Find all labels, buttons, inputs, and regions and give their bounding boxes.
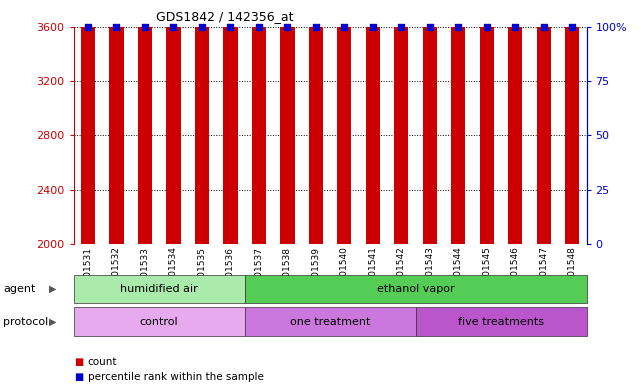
Bar xyxy=(138,0,152,244)
Point xyxy=(225,24,235,30)
Point xyxy=(567,24,578,30)
Text: ■: ■ xyxy=(74,372,83,382)
Bar xyxy=(166,0,181,244)
Point xyxy=(311,24,321,30)
Bar xyxy=(81,0,95,244)
Point xyxy=(510,24,520,30)
Point xyxy=(83,24,93,30)
Point xyxy=(254,24,264,30)
Text: protocol: protocol xyxy=(3,316,49,327)
Text: agent: agent xyxy=(3,284,36,294)
Point xyxy=(197,24,207,30)
Text: GDS1842 / 142356_at: GDS1842 / 142356_at xyxy=(156,10,293,23)
Text: percentile rank within the sample: percentile rank within the sample xyxy=(88,372,263,382)
Point xyxy=(282,24,292,30)
Text: ▶: ▶ xyxy=(49,316,57,327)
Bar xyxy=(451,0,465,244)
Point xyxy=(339,24,349,30)
Bar xyxy=(565,0,579,244)
Point xyxy=(169,24,179,30)
Point xyxy=(140,24,150,30)
Bar xyxy=(110,0,124,244)
Bar xyxy=(508,0,522,244)
Point xyxy=(481,24,492,30)
Text: control: control xyxy=(140,316,178,327)
Point xyxy=(453,24,463,30)
Text: count: count xyxy=(88,357,117,367)
Text: ethanol vapor: ethanol vapor xyxy=(377,284,454,294)
Point xyxy=(396,24,406,30)
Bar xyxy=(479,0,494,244)
Bar xyxy=(537,0,551,244)
Bar xyxy=(394,0,408,244)
Bar xyxy=(252,0,266,244)
Bar xyxy=(366,0,380,244)
Point xyxy=(538,24,549,30)
Point xyxy=(425,24,435,30)
Text: ▶: ▶ xyxy=(49,284,57,294)
Bar xyxy=(223,0,238,244)
Bar xyxy=(309,0,323,244)
Bar xyxy=(422,0,437,244)
Text: one treatment: one treatment xyxy=(290,316,370,327)
Bar xyxy=(280,0,294,244)
Text: humidified air: humidified air xyxy=(121,284,198,294)
Text: five treatments: five treatments xyxy=(458,316,544,327)
Bar xyxy=(195,0,209,244)
Text: ■: ■ xyxy=(74,357,83,367)
Point xyxy=(368,24,378,30)
Point xyxy=(112,24,122,30)
Bar xyxy=(337,0,351,244)
